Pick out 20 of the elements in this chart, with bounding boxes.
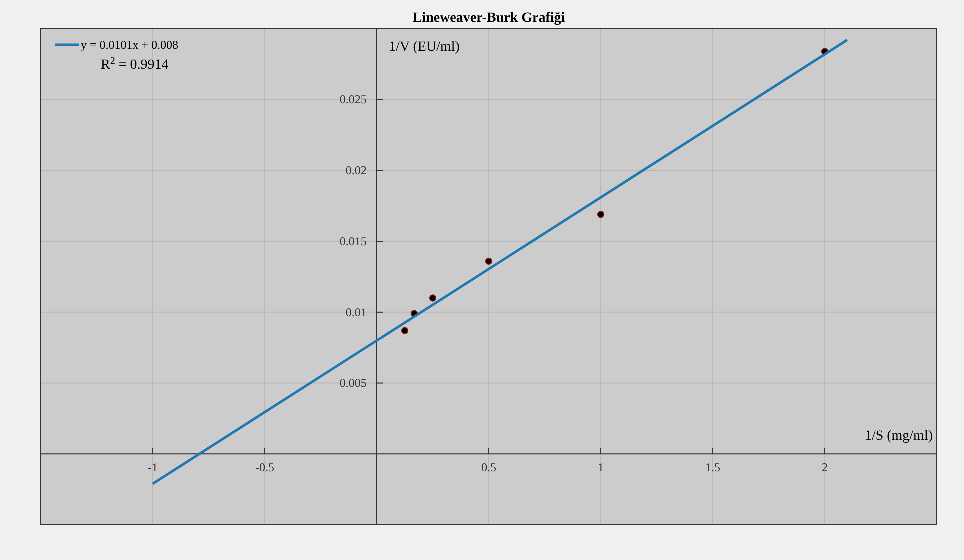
x-axis-title: 1/S (mg/ml) <box>864 429 934 444</box>
point <box>485 258 493 265</box>
point <box>401 327 409 334</box>
x-tick-label: 2 <box>822 460 828 475</box>
x-tick-label: 0.5 <box>482 460 496 475</box>
x-tick-label: -1 <box>148 460 158 475</box>
legend-label: y = 0.0101x + 0.008 <box>81 38 179 52</box>
y-tick-label: 0.02 <box>346 164 367 178</box>
x-tick-label: -0.5 <box>256 460 274 475</box>
y-axis-title: 1/V (EU/ml) <box>389 40 460 55</box>
point <box>429 294 437 302</box>
y-tick-label: 0.005 <box>340 376 367 390</box>
annotation: R$^{2}$ = 0.9914 <box>101 56 169 73</box>
point <box>597 211 605 218</box>
y-tick-label: 0.01 <box>346 305 367 320</box>
x-tick-label: 1 <box>598 460 604 475</box>
chart-title: Lineweaver-Burk Grafiği <box>412 11 566 26</box>
x-tick-label: 1.5 <box>706 460 720 475</box>
y-tick-label: 0.025 <box>340 92 367 107</box>
y-tick-label: 0.015 <box>340 234 367 248</box>
